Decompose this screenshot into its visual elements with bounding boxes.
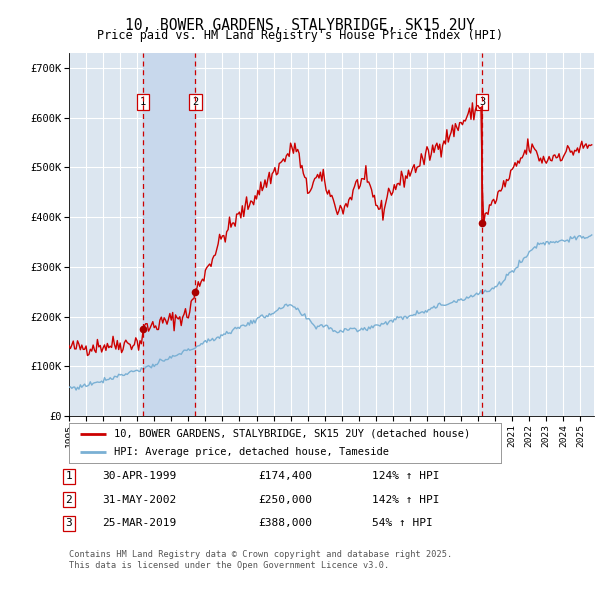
Text: £250,000: £250,000: [258, 495, 312, 504]
Text: 142% ↑ HPI: 142% ↑ HPI: [372, 495, 439, 504]
Text: 2: 2: [65, 495, 73, 504]
Text: 31-MAY-2002: 31-MAY-2002: [102, 495, 176, 504]
Text: HPI: Average price, detached house, Tameside: HPI: Average price, detached house, Tame…: [115, 447, 389, 457]
Text: Contains HM Land Registry data © Crown copyright and database right 2025.: Contains HM Land Registry data © Crown c…: [69, 550, 452, 559]
Text: 10, BOWER GARDENS, STALYBRIDGE, SK15 2UY: 10, BOWER GARDENS, STALYBRIDGE, SK15 2UY: [125, 18, 475, 32]
Text: 124% ↑ HPI: 124% ↑ HPI: [372, 471, 439, 481]
Bar: [143, 53, 196, 416]
Text: 3: 3: [479, 97, 485, 107]
Text: 1: 1: [65, 471, 73, 481]
Text: 2: 2: [193, 97, 199, 107]
Text: 1: 1: [140, 97, 146, 107]
Text: 30-APR-1999: 30-APR-1999: [102, 471, 176, 481]
Text: 54% ↑ HPI: 54% ↑ HPI: [372, 519, 433, 528]
Text: 3: 3: [65, 519, 73, 528]
Text: £174,400: £174,400: [258, 471, 312, 481]
Text: Price paid vs. HM Land Registry's House Price Index (HPI): Price paid vs. HM Land Registry's House …: [97, 30, 503, 42]
Text: 25-MAR-2019: 25-MAR-2019: [102, 519, 176, 528]
Text: 10, BOWER GARDENS, STALYBRIDGE, SK15 2UY (detached house): 10, BOWER GARDENS, STALYBRIDGE, SK15 2UY…: [115, 429, 470, 439]
Text: £388,000: £388,000: [258, 519, 312, 528]
Text: This data is licensed under the Open Government Licence v3.0.: This data is licensed under the Open Gov…: [69, 561, 389, 570]
